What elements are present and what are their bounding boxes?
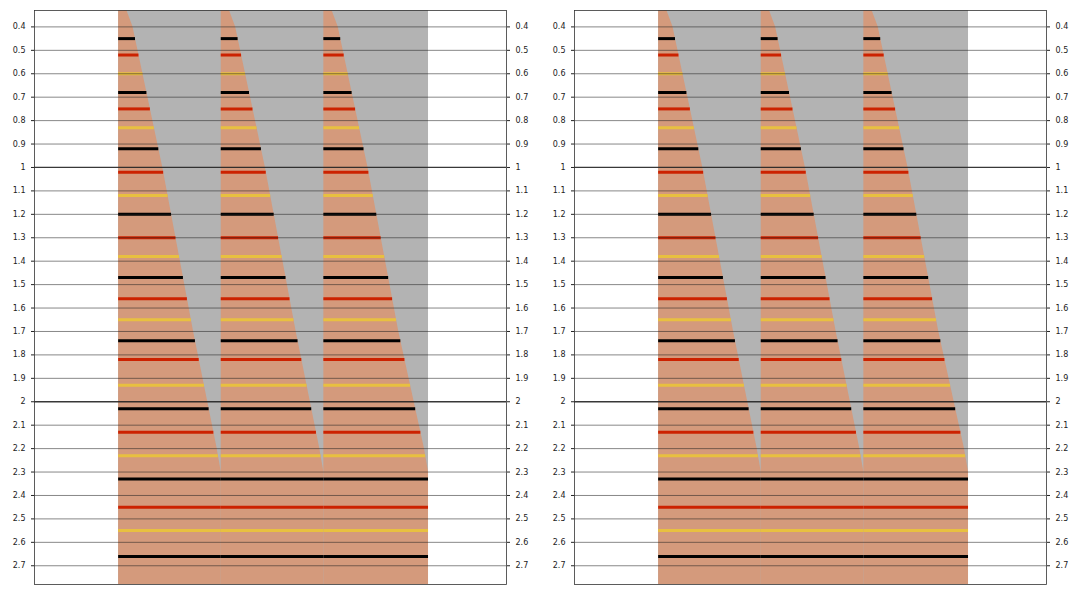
svg-text:2.2: 2.2 — [553, 444, 566, 453]
svg-text:1.8: 1.8 — [516, 350, 529, 359]
svg-text:0.7: 0.7 — [516, 93, 529, 102]
svg-text:1.7: 1.7 — [553, 327, 566, 336]
svg-text:2.6: 2.6 — [13, 538, 26, 547]
svg-text:1.9: 1.9 — [553, 374, 566, 383]
svg-text:1.7: 1.7 — [1056, 327, 1069, 336]
svg-text:2.2: 2.2 — [516, 444, 529, 453]
svg-text:1: 1 — [560, 163, 565, 172]
svg-text:1.1: 1.1 — [516, 186, 529, 195]
svg-text:1.8: 1.8 — [1056, 350, 1069, 359]
svg-text:2.3: 2.3 — [553, 468, 566, 477]
svg-text:0.7: 0.7 — [1056, 93, 1069, 102]
svg-text:1.2: 1.2 — [516, 210, 529, 219]
svg-text:1.1: 1.1 — [1056, 186, 1069, 195]
svg-text:0.9: 0.9 — [516, 140, 529, 149]
svg-text:1.1: 1.1 — [13, 186, 26, 195]
svg-text:1.6: 1.6 — [1056, 304, 1069, 313]
svg-text:2.3: 2.3 — [13, 468, 26, 477]
svg-text:0.7: 0.7 — [553, 93, 566, 102]
svg-text:1.4: 1.4 — [516, 257, 529, 266]
svg-text:0.7: 0.7 — [13, 93, 26, 102]
svg-text:2.1: 2.1 — [1056, 421, 1069, 430]
svg-text:2.7: 2.7 — [1056, 561, 1069, 570]
svg-text:1.6: 1.6 — [516, 304, 529, 313]
svg-text:1.1: 1.1 — [553, 186, 566, 195]
svg-text:1: 1 — [1056, 163, 1061, 172]
svg-text:1: 1 — [20, 163, 25, 172]
svg-text:2.5: 2.5 — [553, 514, 566, 523]
svg-text:2.3: 2.3 — [516, 468, 529, 477]
svg-text:2.1: 2.1 — [553, 421, 566, 430]
svg-text:1.5: 1.5 — [553, 280, 566, 289]
svg-text:1.6: 1.6 — [13, 304, 26, 313]
svg-text:2.5: 2.5 — [516, 514, 529, 523]
svg-text:1.7: 1.7 — [13, 327, 26, 336]
svg-text:2.6: 2.6 — [553, 538, 566, 547]
svg-text:0.4: 0.4 — [516, 22, 529, 31]
svg-text:0.5: 0.5 — [13, 46, 26, 55]
svg-text:0.8: 0.8 — [516, 116, 529, 125]
svg-text:0.4: 0.4 — [13, 22, 26, 31]
svg-text:1.5: 1.5 — [1056, 280, 1069, 289]
svg-text:0.9: 0.9 — [553, 140, 566, 149]
svg-text:2.7: 2.7 — [13, 561, 26, 570]
svg-text:1.8: 1.8 — [13, 350, 26, 359]
svg-text:0.9: 0.9 — [13, 140, 26, 149]
svg-text:2.7: 2.7 — [516, 561, 529, 570]
svg-text:0.8: 0.8 — [553, 116, 566, 125]
svg-text:2.1: 2.1 — [13, 421, 26, 430]
svg-text:2.5: 2.5 — [1056, 514, 1069, 523]
svg-text:1.3: 1.3 — [516, 233, 529, 242]
svg-text:2.7: 2.7 — [553, 561, 566, 570]
svg-text:0.4: 0.4 — [553, 22, 566, 31]
svg-text:0.5: 0.5 — [1056, 46, 1069, 55]
svg-text:2: 2 — [516, 397, 521, 406]
svg-text:0.5: 0.5 — [516, 46, 529, 55]
svg-text:1.2: 1.2 — [553, 210, 566, 219]
svg-text:1.6: 1.6 — [553, 304, 566, 313]
svg-text:1.2: 1.2 — [1056, 210, 1069, 219]
svg-text:2.3: 2.3 — [1056, 468, 1069, 477]
svg-text:1: 1 — [516, 163, 521, 172]
svg-text:1.9: 1.9 — [1056, 374, 1069, 383]
svg-text:1.5: 1.5 — [13, 280, 26, 289]
svg-text:2.4: 2.4 — [1056, 491, 1069, 500]
svg-text:2: 2 — [20, 397, 25, 406]
svg-text:2.6: 2.6 — [1056, 538, 1069, 547]
svg-text:0.8: 0.8 — [1056, 116, 1069, 125]
svg-text:1.5: 1.5 — [516, 280, 529, 289]
svg-text:0.6: 0.6 — [516, 69, 529, 78]
svg-text:0.9: 0.9 — [1056, 140, 1069, 149]
svg-text:2.5: 2.5 — [13, 514, 26, 523]
svg-text:1.3: 1.3 — [13, 233, 26, 242]
svg-text:1.4: 1.4 — [1056, 257, 1069, 266]
svg-text:0.4: 0.4 — [1056, 22, 1069, 31]
svg-text:2.4: 2.4 — [516, 491, 529, 500]
svg-text:1.3: 1.3 — [553, 233, 566, 242]
svg-text:2.2: 2.2 — [13, 444, 26, 453]
svg-text:1.2: 1.2 — [13, 210, 26, 219]
svg-text:1.8: 1.8 — [553, 350, 566, 359]
svg-text:1.4: 1.4 — [553, 257, 566, 266]
svg-text:0.6: 0.6 — [553, 69, 566, 78]
svg-text:1.9: 1.9 — [516, 374, 529, 383]
svg-text:2.4: 2.4 — [13, 491, 26, 500]
svg-text:1.9: 1.9 — [13, 374, 26, 383]
svg-text:2.6: 2.6 — [516, 538, 529, 547]
svg-text:1.3: 1.3 — [1056, 233, 1069, 242]
svg-text:0.8: 0.8 — [13, 116, 26, 125]
svg-text:2.1: 2.1 — [516, 421, 529, 430]
svg-text:0.6: 0.6 — [1056, 69, 1069, 78]
svg-text:0.6: 0.6 — [13, 69, 26, 78]
svg-text:2.4: 2.4 — [553, 491, 566, 500]
svg-text:2.2: 2.2 — [1056, 444, 1069, 453]
svg-text:1.4: 1.4 — [13, 257, 26, 266]
svg-text:0.5: 0.5 — [553, 46, 566, 55]
svg-text:2: 2 — [560, 397, 565, 406]
svg-text:2: 2 — [1056, 397, 1061, 406]
svg-text:1.7: 1.7 — [516, 327, 529, 336]
